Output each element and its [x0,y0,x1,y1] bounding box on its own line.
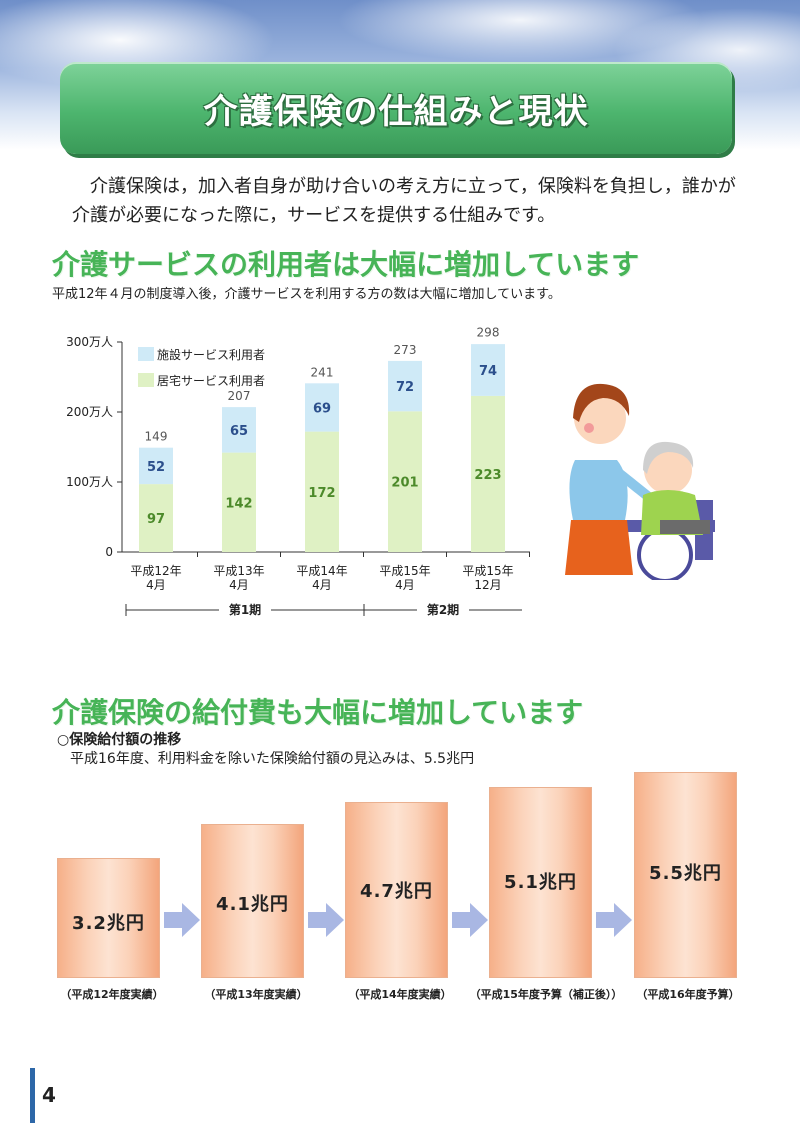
x-tick-label: 平成14年 [296,564,347,578]
benefit-year-label: （平成12年度実績） [60,988,164,1001]
benefit-value: 5.1兆円 [504,872,577,894]
period-label: 第1期 [229,602,261,617]
x-tick-label: 平成15年 [462,564,513,578]
bar-value-label: 69 [313,401,331,416]
x-tick-label: 12月 [474,578,501,592]
x-tick-label: 平成15年 [379,564,430,578]
benefit-value: 4.7兆円 [360,880,433,902]
bar-value-label: 65 [230,424,248,439]
right-arrow-icon [452,903,488,937]
y-tick-label: 200万人 [66,405,113,419]
benefit-value: 4.1兆円 [216,893,289,915]
bar-value-label: 201 [391,476,418,491]
bar-segment-home [139,484,173,552]
page-number: 4 [42,1083,56,1107]
bar-total-label: 207 [228,389,251,403]
chart-axes: 0 100万人 200万人 300万人 [66,335,530,559]
x-tick-label: 4月 [395,578,415,592]
bar-value-label: 74 [479,364,497,379]
page-title: 介護保険の仕組みと現状 [203,91,589,132]
benefit-column: 5.5兆円 [634,771,737,978]
legend-swatch [138,373,154,387]
section1-heading: 介護サービスの利用者は大幅に増加しています [52,248,640,281]
bar-segment-home [388,411,422,552]
caregiver-illustration [565,383,715,580]
bar-value-label: 172 [308,486,335,501]
bar-segment-home [471,395,505,552]
bar-value-label: 72 [396,380,414,395]
chart-labels: 平成12年4月平成13年4月平成14年4月平成15年4月平成15年12月9752… [130,325,513,592]
bar-total-label: 273 [394,343,417,357]
bar-segment-facility [222,407,256,453]
y-tick-label: 300万人 [66,335,113,349]
y-tick-label: 0 [105,545,113,559]
benefit-year-label: （平成13年度実績） [204,988,308,1001]
intro-paragraph: 介護保険は，加入者自身が助け合いの考え方に立って，保険料を負担し，誰かが介護が必… [72,176,736,226]
benefit-column: 3.2兆円 [57,858,160,978]
right-arrow-icon [308,903,344,937]
right-arrow-icon [164,903,200,937]
period-label: 第2期 [427,602,459,617]
bar-segment-facility [139,447,173,485]
benefit-value: 5.5兆円 [649,863,722,885]
legend-label: 施設サービス利用者 [157,347,265,362]
benefit-year-label: （平成15年度予算（補正後）） [469,988,623,1001]
bar-total-label: 298 [477,325,500,339]
chart-bars [139,344,505,552]
bar-value-label: 52 [147,460,165,475]
y-tick-label: 100万人 [66,475,113,489]
x-tick-label: 平成13年 [213,564,264,578]
bar-value-label: 97 [147,512,165,527]
benefit-subheading: ○保険給付額の推移 [57,732,182,748]
chart-periods: 第1期 第2期 [125,602,522,617]
x-tick-label: 4月 [229,578,249,592]
x-tick-label: 4月 [146,578,166,592]
benefit-column: 4.1兆円 [201,824,304,978]
benefit-value: 3.2兆円 [72,913,145,935]
bar-total-label: 241 [311,365,334,379]
section2-heading: 介護保険の給付費も大幅に増加しています [52,696,584,729]
benefit-note: 平成16年度、利用料金を除いた保険給付額の見込みは、5.5兆円 [70,751,475,767]
benefit-year-label: （平成14年度実績） [348,988,452,1001]
bar-segment-home [305,431,339,552]
bar-segment-home [222,452,256,552]
bar-total-label: 149 [145,430,168,444]
section1-subtext: 平成12年４月の制度導入後，介護サービスを利用する方の数は大幅に増加しています。 [52,287,561,302]
page-number-bar [30,1068,35,1123]
title-banner: 介護保険の仕組みと現状 [60,62,732,154]
x-tick-label: 4月 [312,578,332,592]
legend-swatch [138,347,154,361]
bar-value-label: 142 [225,496,252,511]
bar-value-label: 223 [474,468,501,483]
right-arrow-icon [596,903,632,937]
bar-segment-facility [471,344,505,396]
benefit-year-label: （平成16年度予算） [636,988,740,1001]
bar-segment-facility [305,383,339,432]
bar-segment-facility [388,360,422,412]
x-tick-label: 平成12年 [130,564,181,578]
benefit-column: 4.7兆円 [345,801,448,978]
benefit-column: 5.1兆円 [489,786,592,978]
legend-label: 居宅サービス利用者 [157,373,265,388]
